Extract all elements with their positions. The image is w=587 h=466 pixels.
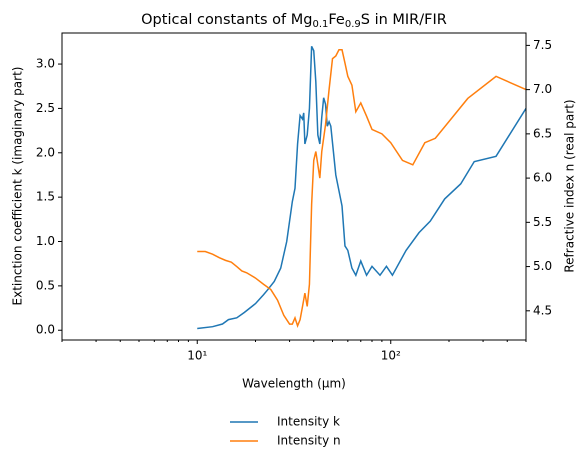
title-subscript: 0.9 [345,19,361,30]
legend-label: Intensity k [277,415,340,429]
y-axis-label: Extinction coefficient k (imaginary part… [11,67,25,306]
y-tick-label: 2.0 [36,145,55,159]
y2-tick-label: 5.0 [533,259,552,273]
series-line [197,45,526,330]
y2-tick-label: 6.0 [533,171,552,185]
series-line [197,49,526,329]
x-tick-label: 10² [381,349,401,363]
y2-tick-label: 6.5 [533,126,552,140]
x-axis-label: Wavelength (μm) [242,377,346,391]
title-part: Optical constants of Mg [141,12,312,28]
y2-tick-label: 4.5 [533,303,552,317]
y-tick-label: 1.0 [36,234,55,248]
y2-tick-label: 7.0 [533,82,552,96]
y-tick-label: 0.0 [36,323,55,337]
title-part: S in MIR/FIR [361,12,447,28]
x-tick-label: 10¹ [187,349,207,363]
y-tick-label: 0.5 [36,278,55,292]
y-tick-label: 2.5 [36,101,55,115]
title-subscript: 0.1 [312,19,328,30]
legend-label: Intensity n [277,434,341,448]
title-part: Fe [328,12,345,28]
y-tick-label: 3.0 [36,57,55,71]
y2-axis-label: Refractive index n (real part) [563,99,577,272]
y2-tick-label: 5.5 [533,215,552,229]
y-tick-label: 1.5 [36,190,55,204]
plot-frame [61,32,527,341]
chart-title: Optical constants of Mg0.1Fe0.9S in MIR/… [141,12,447,30]
y2-tick-label: 7.5 [533,38,552,52]
